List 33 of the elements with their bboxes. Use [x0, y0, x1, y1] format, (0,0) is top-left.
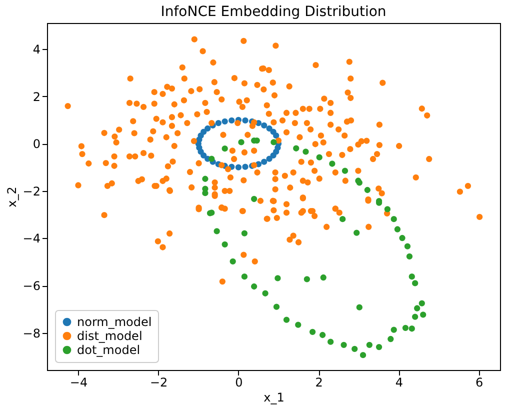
x-axis-title: x_1	[264, 390, 284, 404]
point	[261, 122, 268, 128]
y-tick-label: −4	[22, 232, 40, 246]
point	[222, 118, 228, 124]
point	[242, 117, 248, 124]
point	[228, 117, 235, 124]
y-tick-label: 2	[32, 90, 40, 104]
legend-label: dot_model	[77, 343, 140, 357]
x-tick-label: 6	[475, 376, 484, 390]
y-tick-label: −2	[22, 184, 40, 198]
point	[200, 152, 207, 159]
y-tick-label: −6	[22, 279, 40, 294]
chart-title: InfoNCE Embedding Distribution	[160, 4, 386, 20]
y-tick-label: −8	[22, 326, 40, 340]
point	[204, 125, 211, 132]
point	[261, 158, 268, 165]
point	[235, 164, 242, 170]
x-tick-label: 0	[235, 376, 243, 390]
point	[274, 144, 281, 151]
x-tick-label: 4	[395, 376, 403, 390]
point	[215, 120, 222, 126]
point	[242, 164, 248, 170]
x-tick-label: −4	[70, 376, 88, 390]
x-tick-label: −2	[150, 376, 168, 390]
x-tick-label: 2	[315, 376, 323, 390]
point	[266, 125, 272, 132]
legend-label: dist_model	[77, 329, 142, 343]
legend-label: norm_model	[77, 315, 152, 329]
point	[270, 128, 276, 135]
y-tick-label: 4	[32, 42, 40, 57]
y-axis-title: x_2	[4, 186, 19, 208]
y-tick-label: 0	[32, 137, 40, 152]
point	[266, 156, 272, 162]
